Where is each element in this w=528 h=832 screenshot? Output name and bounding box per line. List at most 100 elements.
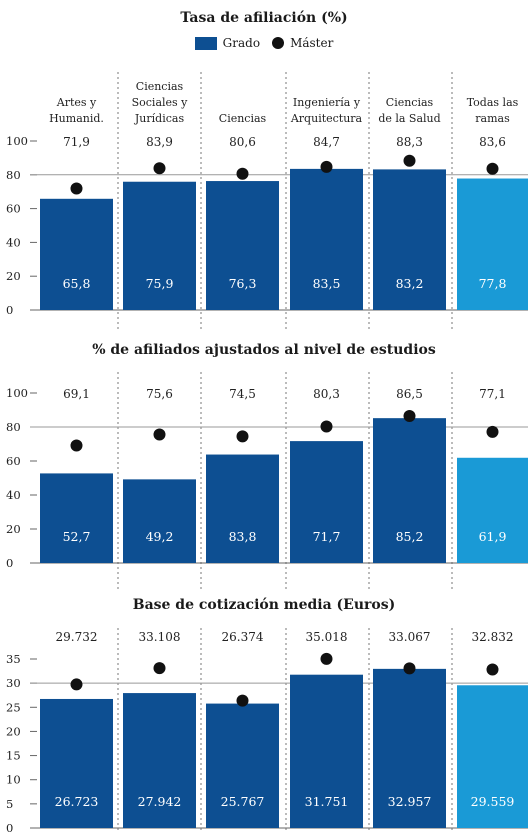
panel0-ytick-label-2: 40	[6, 235, 21, 249]
panel0-ytick-label-4: 80	[6, 168, 21, 182]
panel1-bar-5	[457, 457, 528, 563]
chart-title-cotizacion: Base de cotización media (Euros)	[132, 597, 396, 613]
panel2-bar-0	[40, 698, 113, 828]
panel2-bar-2	[206, 703, 279, 828]
chart-title-ajustados: % de afiliados ajustados al nivel de est…	[92, 342, 436, 358]
panel0-master-label-2: 80,6	[229, 135, 256, 149]
panel1-ytick-label-5: 100	[6, 386, 28, 400]
legend: Grado Máster	[0, 36, 528, 50]
panel2-master-label-2: 26.374	[222, 630, 264, 644]
panel0-bar-label-3: 83,5	[313, 276, 341, 291]
panel0-ytick-label-0: 0	[6, 303, 13, 317]
panel1-bar-label-4: 85,2	[396, 529, 424, 544]
panel0-master-dot-1	[153, 162, 166, 175]
category-label-2-0: Ciencias	[219, 112, 267, 125]
panel0-master-label-1: 83,9	[146, 135, 173, 149]
panel2-master-label-0: 29.732	[56, 630, 98, 644]
panel2-master-dot-2	[236, 694, 249, 707]
panel1-bar-3	[290, 441, 363, 563]
panel0-bar-label-5: 77,8	[479, 276, 507, 291]
panel2-bar-3	[290, 674, 363, 828]
panel0-master-dot-3	[320, 160, 333, 173]
panel0-master-dot-4	[403, 154, 416, 167]
panel2-ytick-label-0: 0	[6, 821, 13, 832]
panel0-master-dot-5	[486, 162, 499, 175]
panel2-master-label-4: 33.067	[389, 630, 431, 644]
panel0-master-dot-0	[70, 182, 83, 195]
category-label-3-0: Ingeniería y	[293, 96, 361, 109]
category-label-4-0: Ciencias	[386, 96, 434, 109]
panel0-bar-5	[457, 178, 528, 310]
panel2-ytick-label-4: 20	[6, 724, 21, 738]
category-label-5-1: ramas	[475, 112, 510, 125]
panel2-master-dot-5	[486, 663, 499, 676]
panel1-master-dot-4	[403, 409, 416, 422]
panel0-master-label-5: 83,6	[479, 135, 506, 149]
panel1-master-dot-3	[320, 420, 333, 433]
panel2-bar-label-0: 26.723	[55, 794, 99, 809]
panel1-master-dot-1	[153, 428, 166, 441]
panel0-bar-label-1: 75,9	[146, 276, 174, 291]
panel0-master-label-3: 84,7	[313, 135, 340, 149]
panel2-ytick-label-6: 30	[6, 676, 21, 690]
legend-master-dot	[272, 37, 285, 49]
category-label-0-0: Artes y	[56, 96, 97, 109]
category-label-3-1: Arquitectura	[290, 112, 363, 125]
panel1-master-label-3: 80,3	[313, 387, 340, 401]
category-label-5-0: Todas las	[467, 96, 519, 109]
panel1-bar-4	[373, 418, 446, 563]
panel2-bar-5	[457, 685, 528, 828]
legend-grado-swatch	[194, 36, 217, 50]
panel2-master-label-5: 32.832	[472, 630, 514, 644]
panel0-bar-label-4: 83,2	[396, 276, 424, 291]
category-label-1-2: Jurídicas	[134, 112, 185, 125]
panel0-master-label-0: 71,9	[63, 135, 90, 149]
panel0-bar-1	[123, 181, 196, 310]
chart-title-afiliacion: Tasa de afiliación (%)	[180, 10, 348, 26]
panel1-master-dot-2	[236, 430, 249, 443]
panel1-ytick-label-1: 20	[6, 522, 21, 536]
panel1-ytick-label-3: 60	[6, 454, 21, 468]
panel0-bar-2	[206, 181, 279, 310]
panel2-ytick-label-7: 35	[6, 652, 21, 666]
panel0-ytick-label-1: 20	[6, 269, 21, 283]
panel1-master-dot-5	[486, 425, 499, 438]
panel2-bar-label-2: 25.767	[221, 794, 265, 809]
panel2-master-dot-4	[403, 662, 416, 675]
panel1-ytick-label-2: 40	[6, 488, 21, 502]
panel2-master-dot-0	[70, 678, 83, 691]
panel2-ytick-label-2: 10	[6, 773, 21, 787]
panel1-bar-label-0: 52,7	[63, 529, 91, 544]
legend-master-label: Máster	[290, 36, 334, 50]
panel0-master-dot-2	[236, 167, 249, 180]
panel1-bar-2	[206, 454, 279, 563]
panel2-master-label-1: 33.108	[139, 630, 181, 644]
panel0-bar-label-2: 76,3	[229, 276, 257, 291]
panel0-ytick-label-5: 100	[6, 134, 28, 148]
panel2-master-dot-3	[320, 652, 333, 665]
panel1-master-label-4: 86,5	[396, 387, 423, 401]
panel1-bar-0	[40, 473, 113, 563]
panel1-bar-label-5: 61,9	[479, 529, 507, 544]
legend-grado-label: Grado	[222, 36, 261, 50]
panel0-bar-label-0: 65,8	[63, 276, 91, 291]
panel2-ytick-label-3: 15	[6, 749, 21, 763]
panel1-bar-label-3: 71,7	[313, 529, 341, 544]
panel2-bar-1	[123, 693, 196, 828]
panel1-master-label-0: 69,1	[63, 387, 90, 401]
panel2-ytick-label-1: 5	[6, 797, 13, 811]
panel1-ytick-label-0: 0	[6, 556, 13, 570]
category-label-0-1: Humanid.	[49, 112, 104, 125]
panel2-ytick-label-5: 25	[6, 700, 21, 714]
panel1-master-label-1: 75,6	[146, 387, 173, 401]
category-label-4-1: de la Salud	[378, 112, 440, 125]
panel2-bar-label-3: 31.751	[305, 794, 349, 809]
panel2-bar-label-5: 29.559	[471, 794, 515, 809]
category-label-1-1: Sociales y	[132, 96, 189, 109]
panel2-bar-label-1: 27.942	[138, 794, 182, 809]
category-label-1-0: Ciencias	[136, 80, 184, 93]
panel0-bar-0	[40, 198, 113, 310]
panel1-bar-1	[123, 479, 196, 563]
panel1-ytick-label-4: 80	[6, 420, 21, 434]
